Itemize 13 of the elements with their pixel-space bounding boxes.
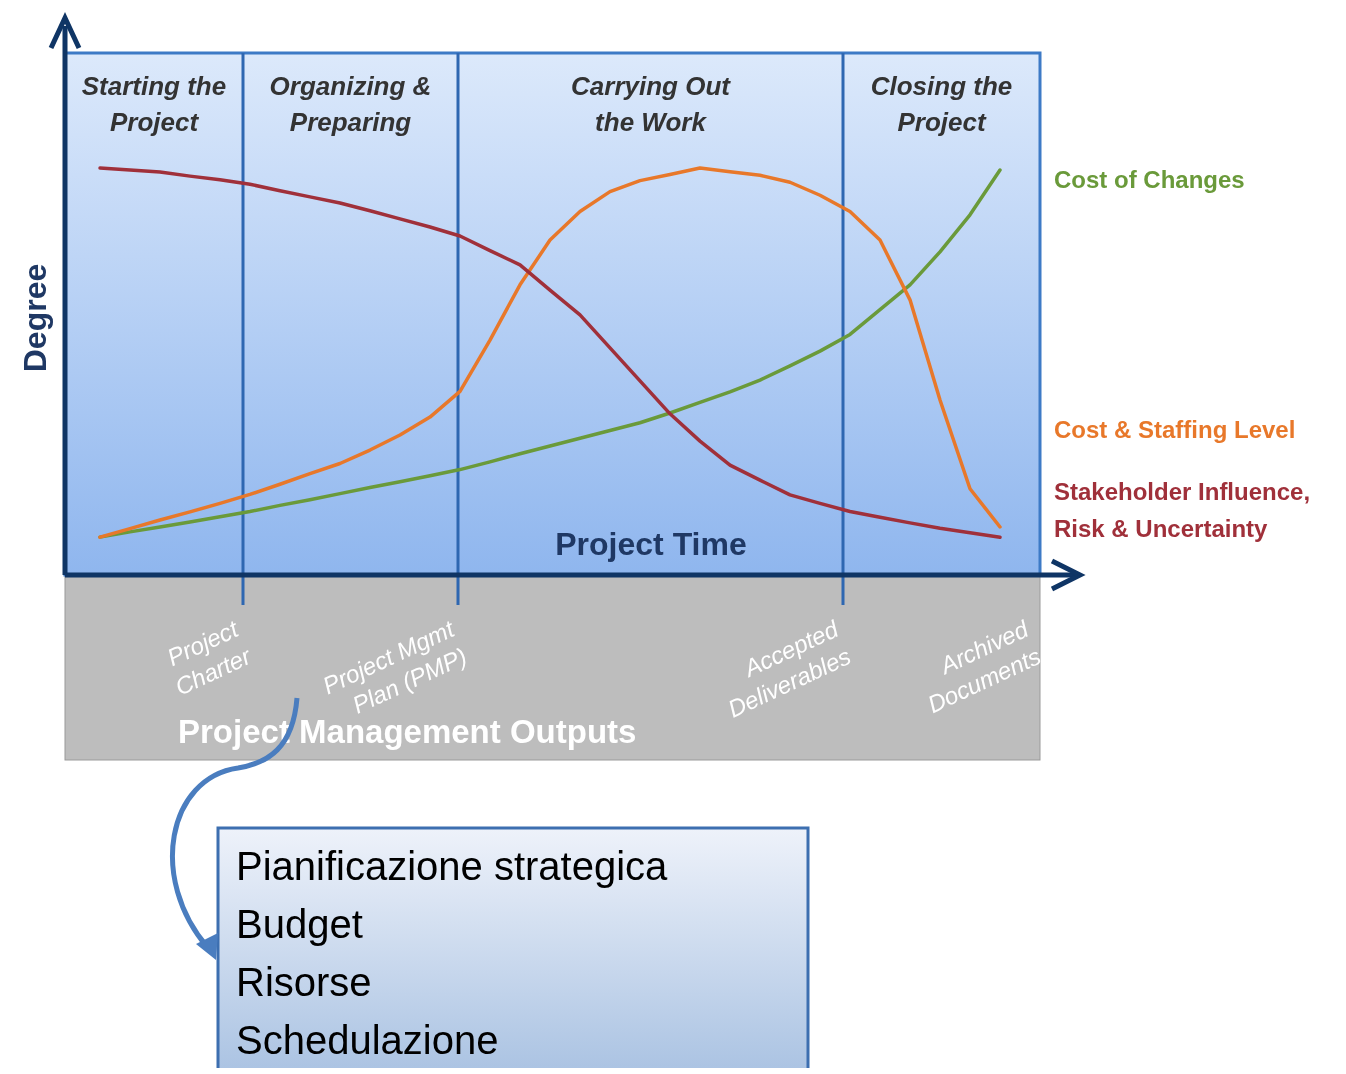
text: Organizing & Preparing — [269, 71, 432, 137]
text: Cost of Changes — [1054, 166, 1245, 193]
text: Budget — [236, 902, 363, 946]
text: Starting the Project — [81, 71, 227, 137]
text: Risorse — [236, 960, 372, 1004]
text: Carrying Out the Work — [571, 71, 732, 137]
x-axis-title: Project Time — [555, 526, 747, 562]
text: Pianificazione strategica — [236, 844, 669, 888]
y-axis-title: Degree — [17, 263, 53, 373]
text: Closing the Project — [870, 71, 1013, 137]
text: Schedulazione — [236, 1018, 499, 1062]
text: Stakeholder Influence, Risk & Uncertainty — [1054, 478, 1311, 542]
text: Cost & Staffing Level — [1054, 416, 1296, 443]
